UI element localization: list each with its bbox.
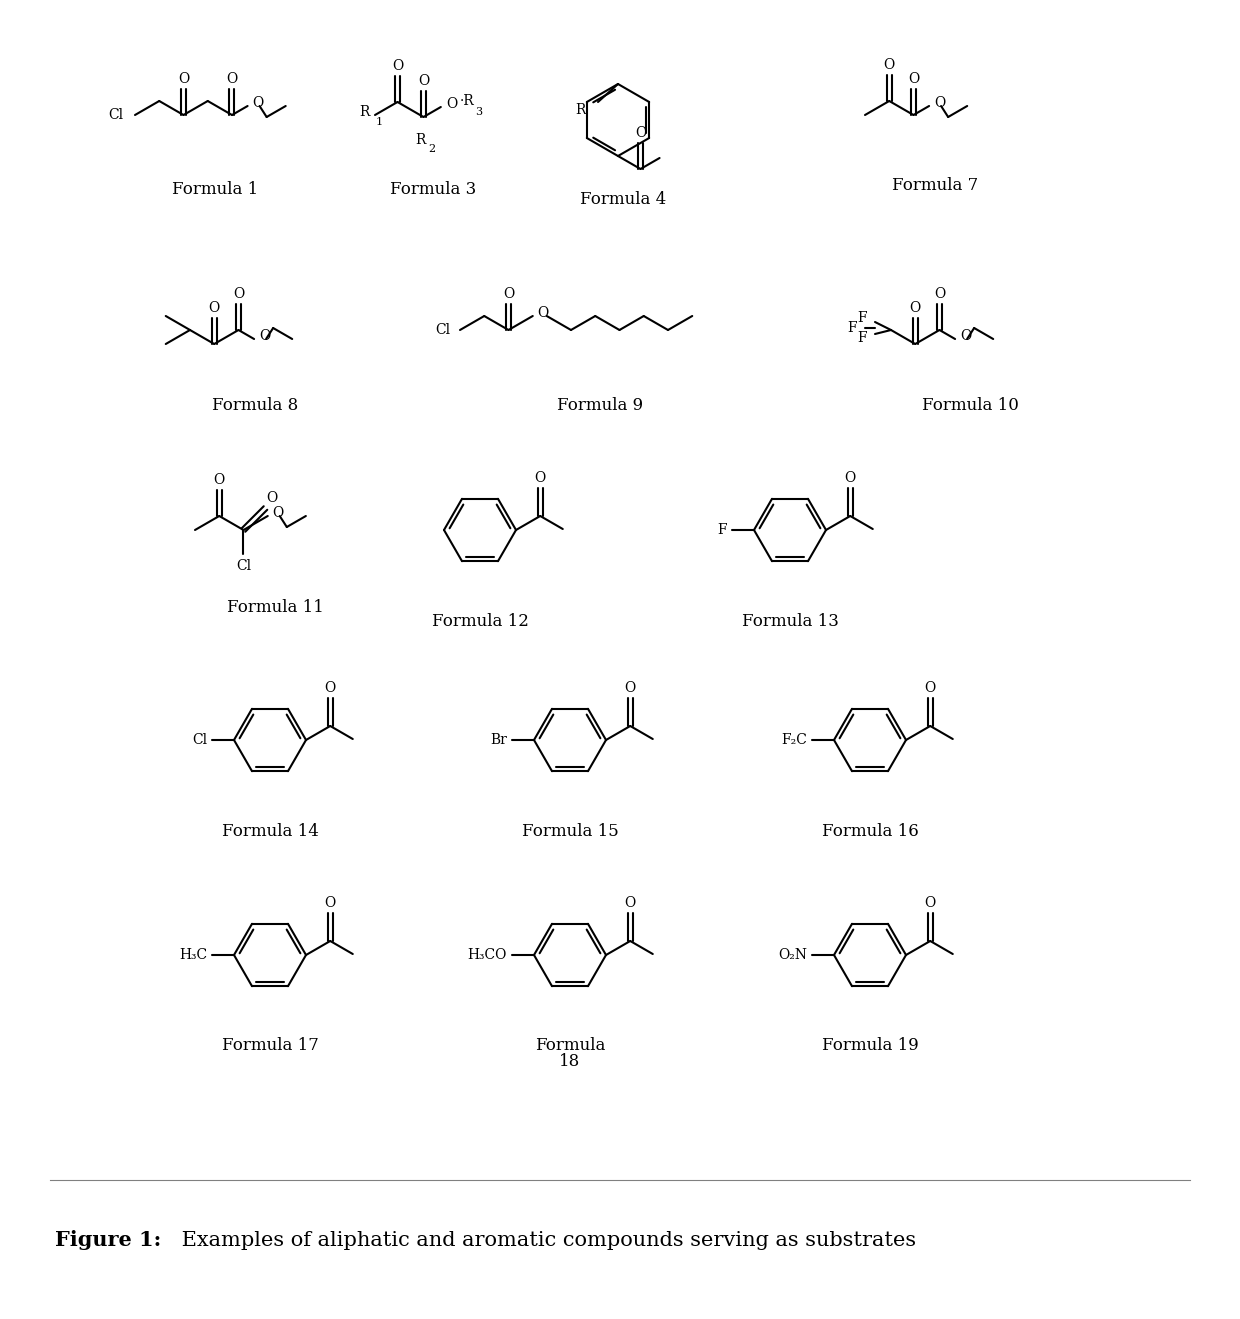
Text: O: O xyxy=(227,73,238,86)
Text: 18: 18 xyxy=(559,1053,580,1070)
Text: O: O xyxy=(177,73,190,86)
Text: O: O xyxy=(392,59,403,73)
Text: Formula 1: Formula 1 xyxy=(172,182,258,198)
Text: O: O xyxy=(960,328,971,343)
Text: Formula 10: Formula 10 xyxy=(921,397,1018,413)
Text: O: O xyxy=(325,681,336,695)
Text: O: O xyxy=(503,288,515,301)
Text: H₃C: H₃C xyxy=(179,948,207,962)
Text: Formula 7: Formula 7 xyxy=(892,177,978,194)
Text: R: R xyxy=(360,106,370,119)
Text: O: O xyxy=(534,471,546,485)
Text: Examples of aliphatic and aromatic compounds serving as substrates: Examples of aliphatic and aromatic compo… xyxy=(175,1231,916,1249)
Text: O: O xyxy=(908,73,919,86)
Text: Br: Br xyxy=(490,733,507,747)
Text: ·R: ·R xyxy=(460,94,475,108)
Text: O: O xyxy=(208,301,219,315)
Text: Figure 1:: Figure 1: xyxy=(55,1231,161,1250)
Text: O: O xyxy=(253,96,264,109)
Text: O: O xyxy=(635,127,646,140)
Text: O: O xyxy=(418,74,429,88)
Text: Formula 13: Formula 13 xyxy=(742,612,838,629)
Text: Cl: Cl xyxy=(236,559,250,572)
Text: Formula 9: Formula 9 xyxy=(557,397,644,413)
Text: H₃CO: H₃CO xyxy=(467,948,507,962)
Text: 2: 2 xyxy=(429,145,435,154)
Text: Formula 3: Formula 3 xyxy=(389,182,476,198)
Text: Formula 19: Formula 19 xyxy=(822,1038,919,1054)
Text: O: O xyxy=(925,681,936,695)
Text: O: O xyxy=(446,98,458,111)
Text: Formula 14: Formula 14 xyxy=(222,823,319,839)
Text: O: O xyxy=(265,491,277,505)
Text: O: O xyxy=(934,288,945,301)
Text: O: O xyxy=(925,896,936,910)
Text: Formula 16: Formula 16 xyxy=(822,823,919,839)
Text: O: O xyxy=(625,681,636,695)
Text: O: O xyxy=(325,896,336,910)
Text: O: O xyxy=(213,474,224,487)
Text: O: O xyxy=(538,306,549,321)
Text: F: F xyxy=(857,311,867,324)
Text: F₂C: F₂C xyxy=(781,733,807,747)
Text: O: O xyxy=(625,896,636,910)
Text: 3: 3 xyxy=(475,107,482,117)
Text: Formula: Formula xyxy=(534,1038,605,1054)
Text: Formula 12: Formula 12 xyxy=(432,612,528,629)
Text: O₂N: O₂N xyxy=(777,948,807,962)
Text: O: O xyxy=(934,96,945,109)
Text: O: O xyxy=(910,301,921,315)
Text: O: O xyxy=(844,471,856,485)
Text: Cl: Cl xyxy=(108,108,123,121)
Text: Cl: Cl xyxy=(435,323,450,336)
Text: R: R xyxy=(415,132,425,146)
Text: Formula 4: Formula 4 xyxy=(580,191,666,208)
Text: O: O xyxy=(273,506,284,520)
Text: Cl: Cl xyxy=(192,733,207,747)
Text: O: O xyxy=(233,288,244,301)
Text: Formula 11: Formula 11 xyxy=(227,600,324,616)
Text: F: F xyxy=(718,524,727,537)
Text: Formula 8: Formula 8 xyxy=(212,397,298,413)
Text: O: O xyxy=(259,328,270,343)
Text: R: R xyxy=(575,103,587,117)
Text: O: O xyxy=(884,58,895,73)
Text: Formula 15: Formula 15 xyxy=(522,823,619,839)
Text: F: F xyxy=(847,321,857,335)
Text: F: F xyxy=(857,331,867,346)
Text: 1: 1 xyxy=(376,117,383,127)
Text: Formula 17: Formula 17 xyxy=(222,1038,319,1054)
